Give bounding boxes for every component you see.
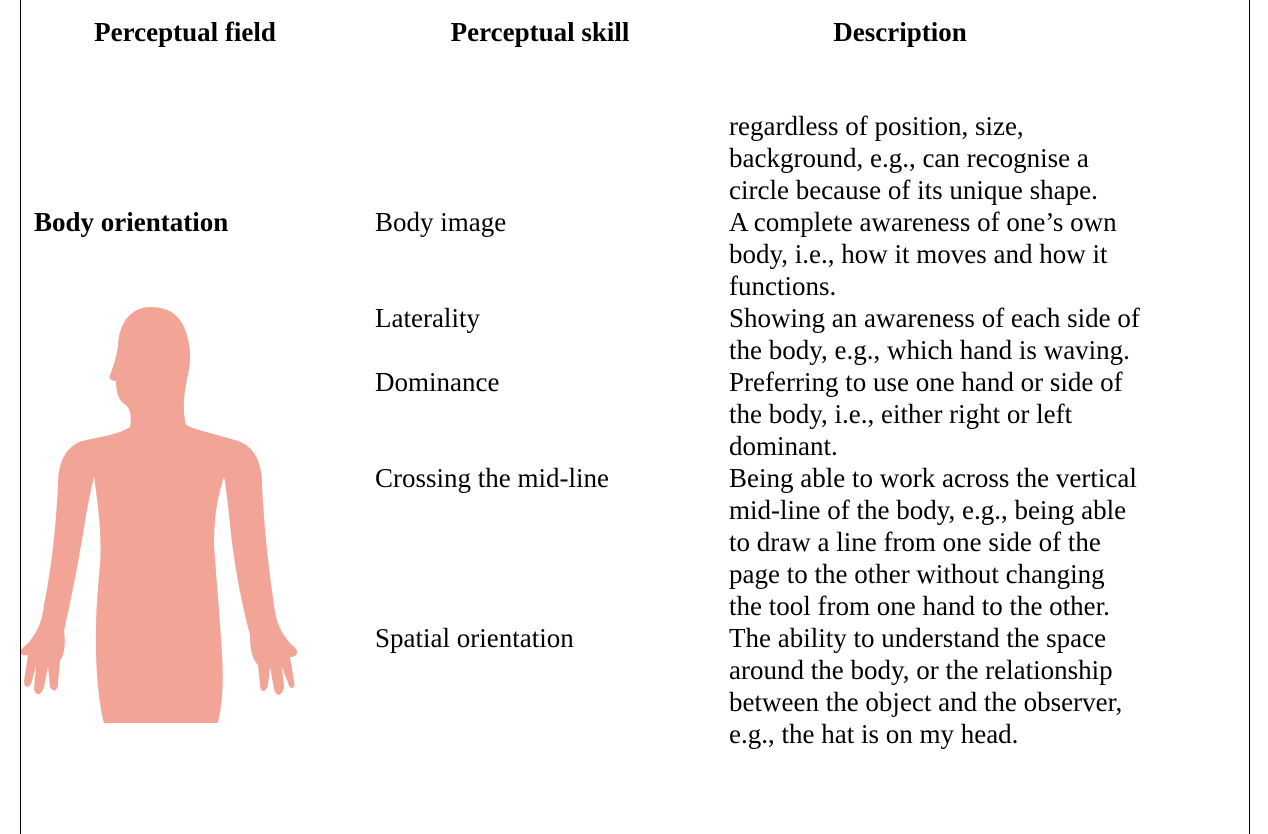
skill-cell: Body image <box>375 207 507 237</box>
description-line: e.g., the hat is on my head. <box>729 719 1019 749</box>
body-figure <box>20 307 298 723</box>
description-line: the tool from one hand to the other. <box>729 591 1110 621</box>
skill-cell: Dominance <box>375 367 500 397</box>
column-header: Description <box>833 17 967 47</box>
description-line: functions. <box>729 271 837 301</box>
description-line: around the body, or the relationship <box>729 655 1113 685</box>
description-line: between the object and the observer, <box>729 687 1123 717</box>
description-line: circle because of its unique shape. <box>729 175 1098 205</box>
skill-cell: Crossing the mid-line <box>375 463 609 493</box>
skill-cell: Laterality <box>375 303 480 333</box>
skill-cell: Spatial orientation <box>375 623 574 653</box>
description-line: the body, e.g., which hand is waving. <box>729 335 1130 365</box>
description-line: background, e.g., can recognise a <box>729 143 1089 173</box>
description-line: Being able to work across the vertical <box>729 463 1137 493</box>
description-line: body, i.e., how it moves and how it <box>729 239 1108 269</box>
description-line: The ability to understand the space <box>729 623 1107 653</box>
table-border-left <box>20 0 21 834</box>
description-line: dominant. <box>729 431 838 461</box>
description-line: Showing an awareness of each side of <box>729 303 1140 333</box>
description-line: regardless of position, size, <box>729 111 1024 141</box>
column-header: Perceptual field <box>94 17 276 47</box>
description-line: the body, i.e., either right or left <box>729 399 1073 429</box>
table-border-right <box>1249 0 1250 834</box>
description-line: Preferring to use one hand or side of <box>729 367 1123 397</box>
description-line: to draw a line from one side of the <box>729 527 1101 557</box>
description-line: page to the other without changing <box>729 559 1105 589</box>
description-line: mid-line of the body, e.g., being able <box>729 495 1127 525</box>
field-cell: Body orientation <box>34 207 229 237</box>
description-line: A complete awareness of one’s own <box>729 207 1117 237</box>
column-header: Perceptual skill <box>450 17 630 47</box>
